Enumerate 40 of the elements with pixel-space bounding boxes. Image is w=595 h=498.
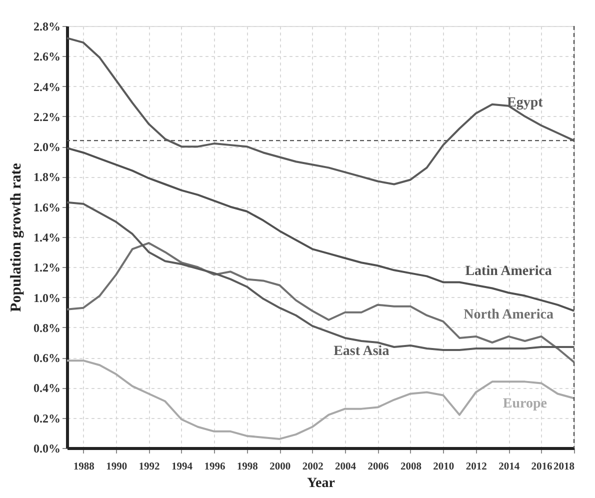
x-tick-label: 2000 bbox=[270, 462, 291, 472]
line-series bbox=[66, 242, 575, 364]
series-label: East Asia bbox=[334, 344, 390, 359]
y-tick-label: 0.4% bbox=[34, 381, 60, 396]
x-tick-label: 2018 bbox=[554, 462, 574, 472]
y-tick-label: 0.6% bbox=[34, 351, 60, 366]
x-tick-label: 2012 bbox=[466, 462, 487, 472]
x-tick-label: 2008 bbox=[400, 462, 422, 472]
y-tick-label: 2.2% bbox=[34, 110, 60, 124]
x-tick-label: 1998 bbox=[236, 462, 258, 472]
x-tick-label: 2002 bbox=[302, 462, 324, 472]
y-tick-label: 1.0% bbox=[34, 290, 60, 305]
x-tick-label: 1990 bbox=[106, 462, 128, 472]
y-tick-label: 2.0% bbox=[34, 140, 60, 154]
y-tick-label: 0.0% bbox=[34, 442, 60, 456]
series-label: Europe bbox=[502, 396, 547, 412]
x-tick-label: 1996 bbox=[204, 462, 226, 472]
y-tick-label: 1.6% bbox=[34, 200, 60, 214]
y-axis-title: Population growth rate bbox=[8, 162, 24, 312]
y-tick-label: 0.8% bbox=[34, 320, 60, 335]
series-label: Latin America bbox=[465, 264, 552, 279]
line-series bbox=[66, 360, 575, 440]
series-label: Egypt bbox=[507, 95, 544, 110]
x-tick-label: 2016 bbox=[531, 462, 552, 472]
series-label: North America bbox=[464, 307, 554, 322]
x-tick-label: 2014 bbox=[498, 462, 520, 472]
y-tick-label: 2.4% bbox=[34, 80, 60, 94]
y-tick-label: 1.2% bbox=[34, 260, 60, 275]
y-tick-label: 0.2% bbox=[34, 411, 60, 426]
y-tick-label: 1.4% bbox=[34, 230, 60, 244]
x-tick-label: 1994 bbox=[171, 462, 194, 472]
x-tick-label: 2006 bbox=[368, 462, 389, 472]
x-tick-label: 2004 bbox=[335, 462, 357, 472]
x-axis-title: Year bbox=[307, 476, 335, 491]
x-tick-label: 2010 bbox=[433, 462, 454, 472]
y-tick-label: 2.8% bbox=[34, 20, 60, 34]
y-tick-label: 1.8% bbox=[34, 170, 60, 184]
y-tick-label: 2.6% bbox=[34, 50, 60, 64]
x-tick-label: 1992 bbox=[138, 462, 160, 472]
x-tick-label: 1988 bbox=[73, 462, 94, 472]
